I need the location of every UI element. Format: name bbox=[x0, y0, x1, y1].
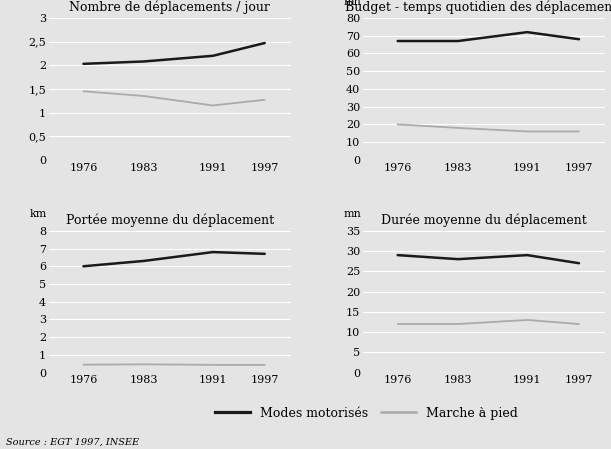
Title: Durée moyenne du déplacement: Durée moyenne du déplacement bbox=[381, 213, 587, 227]
Title: Portée moyenne du déplacement: Portée moyenne du déplacement bbox=[66, 213, 274, 227]
Text: Source : EGT 1997, INSEE: Source : EGT 1997, INSEE bbox=[6, 438, 139, 447]
Text: km: km bbox=[29, 209, 47, 220]
Title: Budget - temps quotidien des déplacements: Budget - temps quotidien des déplacement… bbox=[345, 0, 611, 14]
Text: mn: mn bbox=[344, 0, 362, 7]
Text: mn: mn bbox=[344, 209, 362, 220]
Legend: Modes motorisés, Marche à pied: Modes motorisés, Marche à pied bbox=[210, 402, 523, 425]
Title: Nombre de déplacements / jour: Nombre de déplacements / jour bbox=[69, 0, 270, 14]
